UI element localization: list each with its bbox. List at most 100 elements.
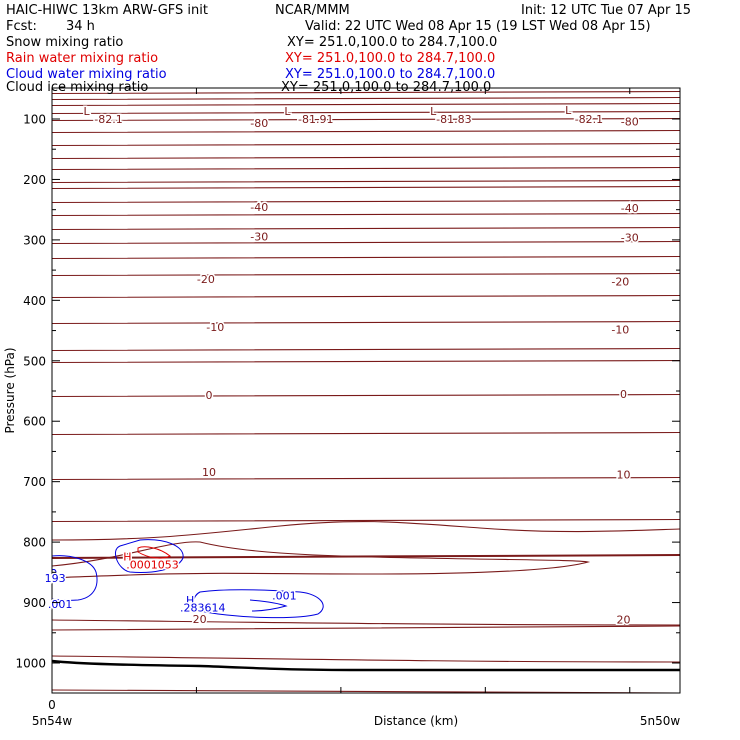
field-cloudwater-xy: XY= 251.0,100.0 to 284.7,100.0 bbox=[285, 67, 496, 82]
isoline-tongue bbox=[51, 541, 591, 579]
temp-contour-label-10: -20 bbox=[197, 273, 215, 286]
temp-contour-label-13: -10 bbox=[611, 323, 629, 336]
cloudwater-contour-label-3: .283614 bbox=[180, 601, 226, 614]
isoline-13 bbox=[51, 226, 681, 231]
isoline-lower-0 bbox=[51, 619, 681, 626]
low-marker-3: L bbox=[565, 104, 572, 117]
isoline-22 bbox=[51, 431, 681, 436]
temp-contour-label-11: -20 bbox=[611, 276, 629, 289]
isoline-19 bbox=[51, 347, 681, 352]
isoline-24 bbox=[51, 518, 681, 523]
x-end-label-right: 5n50w bbox=[640, 714, 681, 728]
field-cloudice-xy: XY= 251.0,100.0 to 284.7,100.0 bbox=[281, 80, 492, 95]
isoline-15 bbox=[51, 255, 681, 260]
field-cloudice-name: Cloud ice mixing ratio bbox=[6, 80, 149, 95]
isoline-4 bbox=[51, 117, 681, 122]
cloudwater-contour-label-1: .001 bbox=[48, 598, 73, 611]
temp-contour-label-0: -82.1 bbox=[94, 113, 122, 126]
isoline-12 bbox=[51, 212, 681, 217]
isoline-3 bbox=[51, 110, 681, 115]
plot-border bbox=[51, 87, 681, 694]
y-tick-label-900: 900 bbox=[23, 596, 46, 610]
isoline-17 bbox=[51, 294, 681, 299]
temp-contour-label-19: 20 bbox=[616, 613, 630, 626]
isoline-6 bbox=[51, 142, 681, 147]
y-tick-label-600: 600 bbox=[23, 415, 46, 429]
temp-contour-label-3: -82.1 bbox=[575, 113, 603, 126]
temperature-isolines bbox=[51, 90, 681, 694]
isoline-wave bbox=[51, 520, 681, 541]
axes: 1002003004005006007008009001000Pressure … bbox=[3, 113, 680, 729]
temp-contour-label-8: -30 bbox=[250, 230, 268, 243]
y-tick-label-100: 100 bbox=[23, 113, 46, 127]
x-tick-label-0: 0 bbox=[48, 698, 56, 712]
y-tick-label-800: 800 bbox=[23, 536, 46, 550]
fcst-value: 34 h bbox=[66, 19, 95, 34]
y-tick-label-1000: 1000 bbox=[15, 657, 46, 671]
isoline-8 bbox=[51, 166, 681, 171]
isoline-7 bbox=[51, 155, 681, 160]
y-axis-label: Pressure (hPa) bbox=[3, 347, 17, 433]
isoline-5 bbox=[51, 129, 681, 134]
isoline-18 bbox=[51, 320, 681, 325]
low-marker-1: L bbox=[284, 105, 291, 118]
cloudwater-contour-4 bbox=[193, 589, 324, 619]
valid-time: Valid: 22 UTC Wed 08 Apr 15 (19 LST Wed … bbox=[305, 19, 651, 34]
y-tick-label-400: 400 bbox=[23, 294, 46, 308]
y-tick-label-200: 200 bbox=[23, 173, 46, 187]
x-axis-label: Distance (km) bbox=[374, 714, 458, 728]
temp-contour-label-17: 10 bbox=[616, 468, 630, 481]
cloudwater-contour-3 bbox=[51, 569, 57, 577]
isoline-23 bbox=[51, 476, 681, 481]
field-rain-name: Rain water mixing ratio bbox=[6, 51, 159, 66]
temp-contour-label-14: 0 bbox=[206, 389, 213, 402]
org-label: NCAR/MMM bbox=[275, 3, 350, 18]
temp-contour-label-4: -80 bbox=[250, 117, 268, 130]
init-time: Init: 12 UTC Tue 07 Apr 15 bbox=[521, 3, 692, 18]
isoline-10 bbox=[51, 185, 681, 190]
cloudwater-contour-label-2: .001 bbox=[272, 589, 297, 602]
temp-contour-label-6: -40 bbox=[250, 201, 268, 214]
isoline-21 bbox=[51, 393, 681, 398]
temp-contour-label-9: -30 bbox=[621, 231, 639, 244]
low-marker-0: L bbox=[83, 105, 90, 118]
isoline-20 bbox=[51, 359, 681, 364]
isoline-lower-1 bbox=[51, 655, 681, 663]
field-cloudwater-name: Cloud water mixing ratio bbox=[6, 67, 167, 82]
rain-contour-label: .0001053 bbox=[126, 558, 179, 571]
plot-frame bbox=[51, 87, 681, 694]
y-tick-label-300: 300 bbox=[23, 233, 46, 247]
mixing-ratio-contours bbox=[51, 539, 324, 619]
isoline-1 bbox=[51, 96, 681, 101]
cloudwater-high-marker-3: H bbox=[186, 594, 194, 607]
temp-contour-label-5: -80 bbox=[621, 115, 639, 128]
temp-contour-label-7: -40 bbox=[621, 202, 639, 215]
temp-contour-label-1: -81.91 bbox=[298, 113, 333, 126]
model-title: HAIC-HIWC 13km ARW-GFS init bbox=[6, 3, 208, 18]
low-marker-2: L bbox=[430, 105, 437, 118]
temp-contour-label-16: 10 bbox=[202, 466, 216, 479]
field-rain-xy: XY= 251.0,100.0 to 284.7,100.0 bbox=[285, 51, 496, 66]
temp-contour-label-15: 0 bbox=[620, 388, 627, 401]
fcst-label: Fcst: bbox=[6, 19, 37, 34]
cloudwater-contour-label-0: 193 bbox=[45, 572, 66, 585]
isoline-16 bbox=[51, 272, 681, 277]
temp-contour-label-2: -81.83 bbox=[436, 113, 471, 126]
temp-contour-label-12: -10 bbox=[206, 321, 224, 334]
isoline-9 bbox=[51, 179, 681, 184]
isoline-0 bbox=[51, 90, 681, 95]
surface-line bbox=[51, 659, 680, 672]
cloudwater-contour-5 bbox=[249, 599, 288, 612]
y-tick-label-700: 700 bbox=[23, 475, 46, 489]
field-snow-xy: XY= 251.0,100.0 to 284.7,100.0 bbox=[287, 35, 498, 50]
contour-labels: -82.1 -81.91 -81.83 -82.1 -80 -80 -40 -40 -30 -30… bbox=[43, 102, 640, 628]
rain-contour bbox=[137, 546, 171, 559]
temp-contour-label-18: 20 bbox=[193, 613, 207, 626]
x-end-label-left: 5n54w bbox=[32, 714, 73, 728]
cloudwater-contour-1 bbox=[115, 539, 184, 573]
isoline-2 bbox=[51, 102, 681, 107]
isoline-14 bbox=[51, 240, 681, 245]
field-snow-name: Snow mixing ratio bbox=[6, 35, 124, 50]
isoline-20 bbox=[51, 625, 681, 631]
